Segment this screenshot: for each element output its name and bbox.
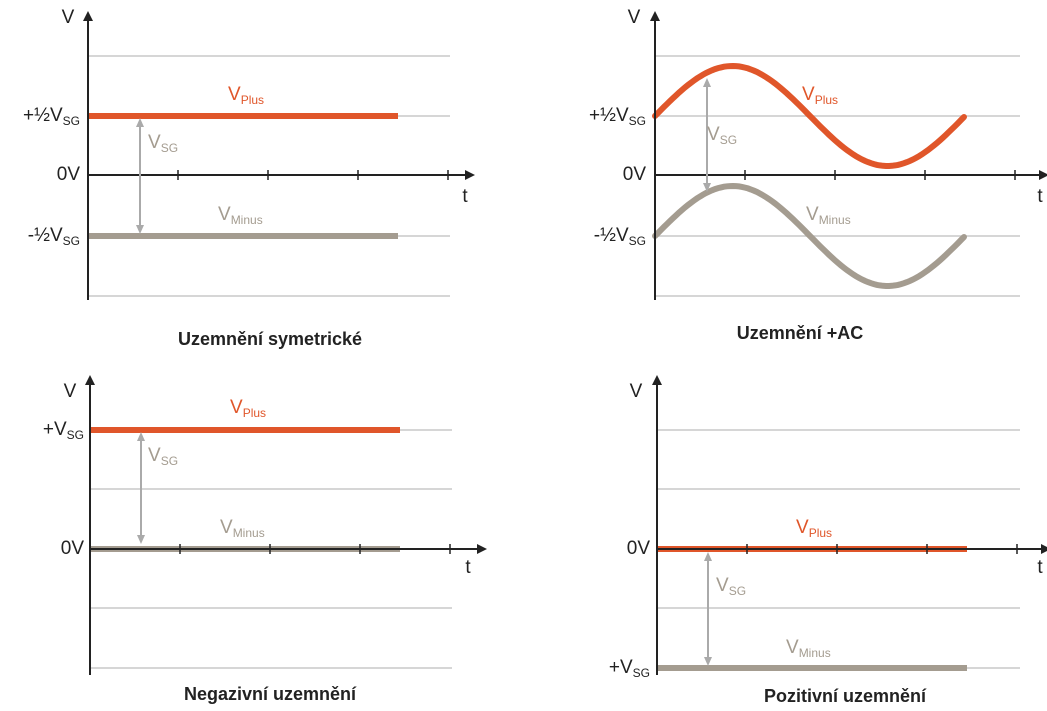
label-main: +½V: [23, 105, 63, 126]
label-main: V: [806, 204, 819, 225]
caption: Negazivní uzemnění: [184, 684, 357, 704]
label-main: -½V: [28, 225, 63, 246]
label: +VSG: [43, 419, 84, 442]
label: VMinus: [806, 204, 851, 227]
label-main: -½V: [594, 225, 629, 246]
label-main: +V: [43, 419, 67, 440]
caption: Uzemnění symetrické: [178, 329, 362, 349]
label: 0V: [623, 164, 647, 185]
label: VSG: [707, 124, 737, 147]
x-axis-label: t: [1037, 186, 1043, 207]
label-main: V: [786, 637, 799, 658]
label-main: 0V: [623, 164, 647, 185]
label: -½VSG: [28, 225, 80, 248]
label-sub: SG: [63, 114, 80, 128]
y-axis-label: V: [630, 381, 643, 402]
label-main: +½V: [589, 105, 629, 126]
label-main: 0V: [57, 164, 81, 185]
label-sub: Plus: [815, 93, 838, 107]
label-sub: Minus: [233, 526, 265, 540]
label-main: V: [707, 124, 720, 145]
label: VMinus: [786, 637, 831, 660]
label-main: +V: [609, 657, 633, 678]
label-main: V: [220, 517, 233, 538]
label: VSG: [148, 445, 178, 468]
label-main: V: [716, 575, 729, 596]
label-sub: Plus: [241, 93, 264, 107]
label-main: V: [802, 84, 815, 105]
label-sub: Plus: [809, 526, 832, 540]
label: VMinus: [218, 204, 263, 227]
y-axis-label: V: [62, 7, 75, 28]
label-main: V: [230, 397, 243, 418]
label-sub: Minus: [819, 213, 851, 227]
label-main: V: [796, 517, 809, 538]
label: VMinus: [220, 517, 265, 540]
label-sub: SG: [629, 234, 646, 248]
v-minus-line: [652, 182, 967, 289]
x-axis-label: t: [462, 186, 468, 207]
label: +½VSG: [23, 105, 80, 128]
label-main: 0V: [61, 538, 85, 559]
y-axis-label: V: [628, 7, 641, 28]
label: VPlus: [228, 84, 264, 107]
label: VPlus: [802, 84, 838, 107]
label-sub: SG: [729, 584, 746, 598]
label-main: 0V: [627, 538, 651, 559]
label: VSG: [148, 132, 178, 155]
label: VPlus: [796, 517, 832, 540]
label-main: V: [228, 84, 241, 105]
label-sub: SG: [67, 428, 84, 442]
caption: Uzemnění +AC: [737, 323, 864, 343]
label-sub: SG: [633, 666, 650, 680]
label: VPlus: [230, 397, 266, 420]
x-axis-label: t: [465, 557, 471, 578]
y-axis-label: V: [64, 381, 77, 402]
label: +VSG: [609, 657, 650, 680]
label-sub: Minus: [799, 646, 831, 660]
label: 0V: [61, 538, 85, 559]
label-main: V: [218, 204, 231, 225]
label: 0V: [627, 538, 651, 559]
label: -½VSG: [594, 225, 646, 248]
label: VSG: [716, 575, 746, 598]
label-sub: SG: [161, 141, 178, 155]
label: 0V: [57, 164, 81, 185]
v-plus-line: [652, 62, 967, 169]
label-sub: SG: [63, 234, 80, 248]
label-sub: SG: [720, 133, 737, 147]
label-main: V: [148, 132, 161, 153]
label: +½VSG: [589, 105, 646, 128]
x-axis-label: t: [1037, 557, 1043, 578]
label-sub: SG: [629, 114, 646, 128]
label-main: V: [148, 445, 161, 466]
label-sub: SG: [161, 454, 178, 468]
label-sub: Plus: [243, 406, 266, 420]
caption: Pozitivní uzemnění: [764, 686, 927, 706]
label-sub: Minus: [231, 213, 263, 227]
